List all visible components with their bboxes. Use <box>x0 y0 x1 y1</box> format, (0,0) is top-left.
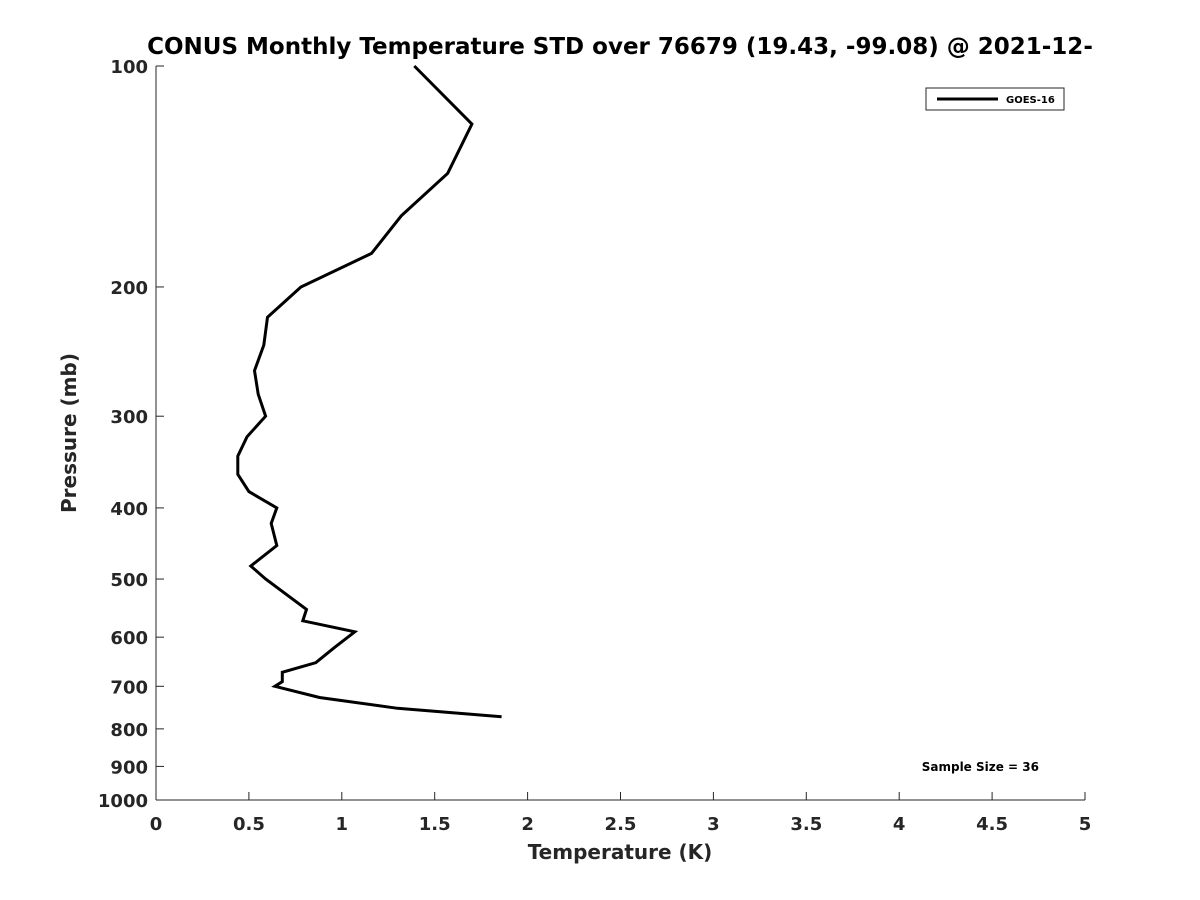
y-tick-label: 400 <box>110 499 148 520</box>
y-tick-label: 900 <box>110 757 148 778</box>
x-tick-label: 0.5 <box>233 814 265 835</box>
x-tick-label: 0 <box>150 814 163 835</box>
x-tick-label: 2.5 <box>605 814 637 835</box>
x-ticks: 0 0.5 1 1.5 2 2.5 3 3.5 4 4.5 5 <box>150 792 1092 835</box>
legend-entry-label: GOES-16 <box>1006 95 1055 106</box>
legend: GOES-16 <box>925 87 1065 111</box>
series-line-goes-16 <box>236 64 502 719</box>
x-tick-label: 5 <box>1079 814 1092 835</box>
x-tick-label: 4.5 <box>976 814 1008 835</box>
y-tick-label: 1000 <box>98 791 148 812</box>
x-tick-label: 1.5 <box>419 814 451 835</box>
x-tick-label: 3 <box>707 814 720 835</box>
y-ticks: 100 200 300 400 500 600 700 800 900 1000 <box>98 57 164 812</box>
y-axis-label: Pressure (mb) <box>57 353 81 513</box>
series-layer <box>236 64 502 719</box>
y-tick-label: 600 <box>110 628 148 649</box>
y-tick-label: 500 <box>110 570 148 591</box>
x-tick-label: 4 <box>893 814 906 835</box>
x-tick-label: 2 <box>521 814 534 835</box>
x-tick-label: 3.5 <box>790 814 822 835</box>
y-tick-label: 800 <box>110 720 148 741</box>
y-tick-label: 700 <box>110 677 148 698</box>
y-tick-label: 100 <box>110 57 148 78</box>
y-tick-label: 300 <box>110 407 148 428</box>
sample-size-annotation: Sample Size = 36 <box>922 760 1039 774</box>
x-tick-label: 1 <box>336 814 349 835</box>
chart-title: CONUS Monthly Temperature STD over 76679… <box>147 34 1093 60</box>
x-axis-label: Temperature (K) <box>528 840 713 864</box>
y-tick-label: 200 <box>110 278 148 299</box>
